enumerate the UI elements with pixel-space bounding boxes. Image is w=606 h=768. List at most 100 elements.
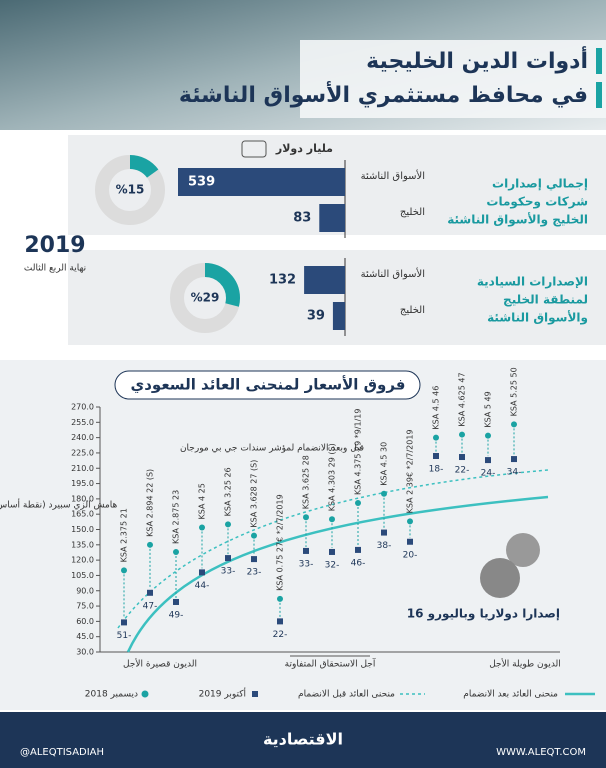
oct-point [329, 548, 335, 555]
change-label: 20- [403, 550, 418, 560]
oct-point [121, 619, 127, 626]
dec-point [173, 548, 179, 555]
money-icon [241, 140, 267, 158]
change-label: 51- [117, 631, 132, 641]
bar [178, 168, 345, 196]
dec-point [147, 541, 153, 548]
footer-logo: الاقتصادية [263, 730, 343, 749]
unit: مليار دولار [275, 142, 333, 155]
donut-label: %15 [116, 183, 145, 197]
oct-point [225, 555, 231, 562]
y-tick-label: 240.0 [71, 433, 94, 442]
bond-label: KSA 2.894 22 (S) [146, 469, 155, 537]
bar [332, 302, 345, 330]
y-tick-label: 45.0 [76, 632, 94, 641]
y-tick-label: 180.0 [71, 494, 94, 503]
change-label: 18- [429, 465, 444, 475]
bar [304, 266, 345, 294]
oct-point [433, 453, 439, 459]
bar-label: الخليج [400, 305, 425, 316]
legend-marker [252, 691, 258, 697]
accent [596, 48, 602, 74]
oct-point [407, 538, 413, 545]
oct-point [147, 589, 153, 596]
dec-point [511, 421, 517, 428]
bond-label: KSA 0.75 27€ *2/7/2019 [276, 494, 285, 591]
y-tick-label: 75.0 [76, 602, 94, 611]
bond-label: KSA 4.5 30 [380, 442, 389, 486]
oct-point [355, 546, 361, 553]
yield-curve [117, 469, 549, 629]
donut-arc [170, 263, 240, 333]
legend-label: أكتوبر 2019 [199, 688, 246, 700]
title: في محافظ مستثمري الأسواق الناشئة [179, 80, 588, 108]
bond-label: KSA 4.625 47 [458, 372, 467, 426]
bond-label: KSA 2 39€ *2/7/2019 [406, 429, 415, 513]
change-label: 33- [299, 559, 314, 569]
chart-title-pill [114, 370, 421, 400]
oct-point [511, 456, 517, 463]
dec-point [433, 434, 439, 441]
x-axis-label: الديون قصيرة الأجل [123, 658, 197, 670]
bond-label: KSA 4 25 [198, 483, 207, 519]
x-axis-label: آجل الاستحقاق المتفاوتة [285, 658, 376, 670]
x-axis-label: الديون طويلة الأجل [489, 658, 561, 670]
oct-point [303, 547, 309, 554]
y-tick-label: 135.0 [71, 540, 94, 549]
y-tick-label: 120.0 [71, 556, 94, 565]
footer-social: @ALEQTISADIAH [20, 747, 104, 758]
footer-website: WWW.ALEQT.COM [496, 747, 586, 758]
footer-bg [0, 712, 606, 768]
chart-title: فروق الأسعار لمنحنى العائد السعودي [130, 376, 405, 395]
panel-description: والأسواق الناشئة [487, 310, 588, 326]
note: 16 إصدارا دولاريا وباليورو [407, 607, 560, 622]
y-tick-label: 255.0 [71, 418, 94, 427]
bond-label: KSA 5.25 50 [510, 367, 519, 416]
dec-point [459, 431, 465, 438]
bar-value: 539 [188, 175, 215, 190]
donut-arc [95, 155, 165, 225]
oct-point [199, 569, 205, 576]
y-tick-label: 225.0 [71, 448, 94, 457]
panel-description: شركات وحكومات [486, 195, 588, 210]
change-label: 38- [377, 541, 392, 551]
accent [596, 82, 602, 108]
y-tick-label: 30.0 [76, 648, 94, 657]
legend-label: ديسمبر 2018 [85, 690, 138, 700]
oct-point [251, 556, 257, 563]
bar-value: 39 [307, 309, 325, 324]
change-label: 34- [507, 468, 522, 478]
bar [319, 204, 345, 232]
dec-point [199, 524, 205, 531]
title: أدوات الدين الخليجية [366, 45, 588, 74]
change-label: 46- [351, 558, 366, 568]
donut-label: %29 [191, 291, 220, 305]
y-tick-label: 195.0 [71, 479, 94, 488]
dec-point [225, 521, 231, 528]
annotation: قبل وبعد الانضمام لمؤشر سندات جي بي مورج… [180, 444, 364, 454]
oct-point [277, 618, 283, 625]
change-label: 49- [169, 610, 184, 620]
bond-label: KSA 5 49 [484, 391, 493, 427]
bar-label: الأسواق الناشئة [361, 267, 425, 280]
dec-point [381, 490, 387, 497]
bond-label: KSA 4.5 46 [432, 386, 441, 430]
y-tick-label: 60.0 [76, 617, 94, 626]
y-tick-label: 90.0 [76, 586, 94, 595]
dec-point [407, 518, 413, 525]
bond-label: KSA 4.375 29 *9/1/19 [354, 409, 363, 495]
dec-point [329, 516, 335, 523]
dec-point [277, 595, 283, 602]
y-tick-label: 210.0 [71, 464, 94, 473]
legend-label: منحنى العائد بعد الانضمام [463, 690, 558, 700]
bar-label: الأسواق الناشئة [361, 169, 425, 182]
legend-label: منحنى العائد قبل الانضمام [298, 690, 395, 700]
bond-label: KSA 3.625 28 [302, 455, 311, 509]
y-tick-label: 105.0 [71, 571, 94, 580]
dec-point [303, 514, 309, 521]
panel-description: الإصدارات السيادية [477, 275, 588, 289]
bond-label: KSA 2.875 23 [172, 490, 181, 544]
badge-subtitle: نهاية الربع الثالث [24, 264, 86, 274]
